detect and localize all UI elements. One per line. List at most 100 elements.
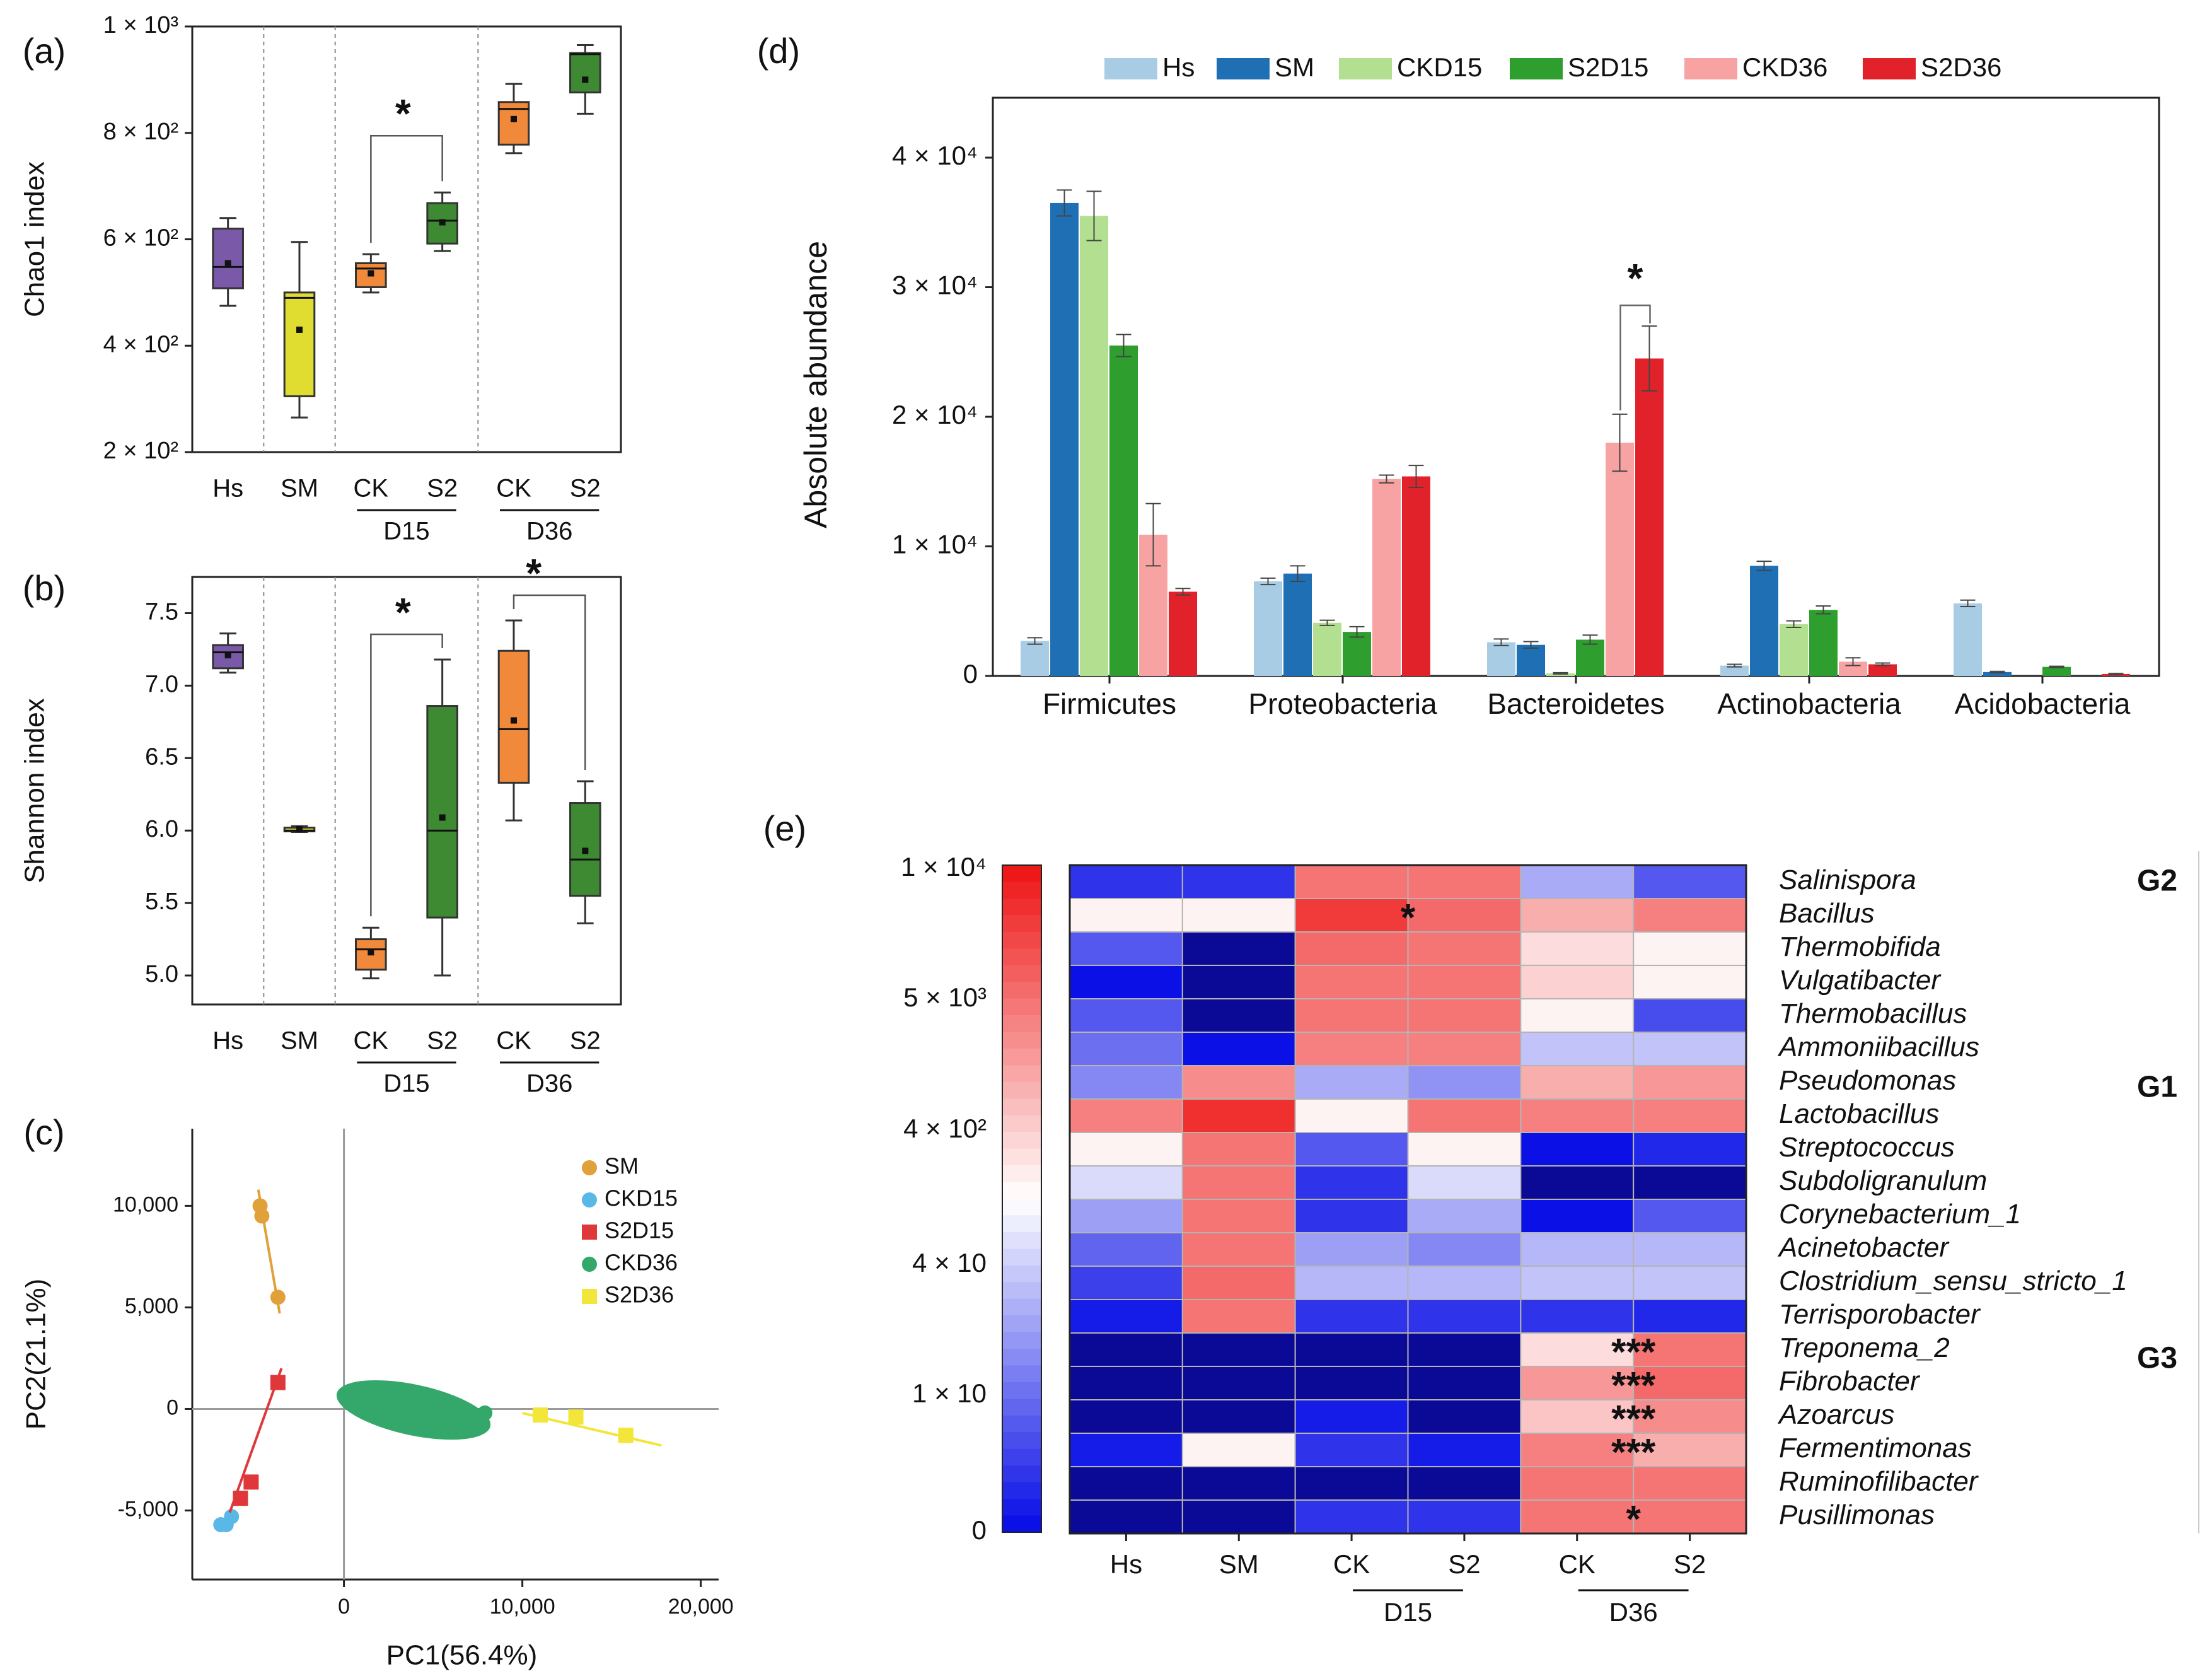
bar-Hs [1720, 665, 1749, 676]
y-tick-label: 0 [963, 659, 978, 689]
x-tick-label: Firmicutes [1043, 687, 1176, 720]
colorbar-step [1002, 1065, 1041, 1083]
data-point [254, 1208, 270, 1224]
bar-Hs [1954, 603, 1982, 676]
colorbar-step [1002, 965, 1041, 983]
legend-marker [582, 1192, 597, 1208]
series-S2D15 [228, 1368, 286, 1513]
bar-CKD15 [1080, 216, 1108, 677]
heatmap-cell [1407, 1132, 1522, 1167]
data-point [568, 1409, 584, 1425]
box-mean-marker [582, 76, 589, 83]
legend-marker [582, 1257, 597, 1272]
heatmap-cell [1294, 1232, 1409, 1267]
row-label: Fibrobacter [1779, 1366, 1921, 1397]
panel-label: (c) [23, 1112, 64, 1152]
row-label: Salinispora [1779, 864, 1916, 895]
heatmap-cell [1069, 1232, 1183, 1267]
group-label: D36 [526, 1070, 572, 1098]
legend-marker [582, 1289, 597, 1304]
colorbar-step [1002, 1081, 1041, 1100]
panel_b-chart: (b) Shannon index 5.0 5.5 6.0 6.5 7.0 7.5 Hs SM CK… [20, 550, 622, 1098]
bar-S2D15 [1109, 345, 1138, 676]
significance-star: * [395, 91, 411, 136]
row-label: Ammoniibacillus [1777, 1032, 1979, 1062]
heatmap-cell [1633, 931, 1747, 966]
heatmap-cell [1407, 1466, 1522, 1501]
series-CKD15 [213, 1509, 240, 1533]
data-point [477, 1405, 493, 1421]
heatmap-cell [1294, 1399, 1409, 1434]
box-mean-marker [296, 825, 303, 832]
x-tick-label: Bacteroidetes [1487, 687, 1664, 720]
heatmap-cell [1633, 965, 1747, 999]
x-tick-label: CK [1559, 1549, 1595, 1579]
cluster-label: G1 [2137, 1071, 2177, 1104]
row-label: Pusillimonas [1779, 1499, 1935, 1530]
colorbar-step [1002, 1515, 1041, 1533]
heatmap-cell [1407, 1032, 1522, 1066]
box-5: S2 [569, 44, 601, 503]
heatmap-cell [1520, 931, 1635, 966]
heatmap-cell [1633, 1466, 1747, 1501]
significance-mark: *** [1611, 1397, 1656, 1440]
x-tick-label: SM [1219, 1549, 1259, 1579]
colorbar-label: 4 × 10² [903, 1114, 987, 1143]
heatmap-cell [1407, 1499, 1522, 1534]
colorbar-step [1002, 1482, 1041, 1500]
data-point [407, 1402, 423, 1418]
colorbar-label: 0 [972, 1515, 987, 1545]
colorbar-step [1002, 1448, 1041, 1467]
heatmap-cell [1294, 1433, 1409, 1467]
bar-CKD36 [1606, 443, 1634, 676]
heatmap-cell [1520, 1199, 1635, 1233]
heatmap-cell [1181, 1332, 1296, 1367]
row-label: Thermobacillus [1779, 998, 1967, 1029]
data-point [213, 1517, 229, 1533]
heatmap-cell [1069, 1098, 1183, 1133]
legend-label: CKD36 [605, 1250, 678, 1276]
box-4: CK [496, 83, 531, 503]
significance-star: * [1628, 255, 1643, 301]
heatmap-cell [1069, 1332, 1183, 1367]
heatmap-cell [1520, 1165, 1635, 1200]
x-tick-label: Hs [212, 475, 243, 503]
cluster-label: G3 [2137, 1342, 2177, 1375]
bar-SM [1283, 573, 1312, 676]
colorbar-step [1002, 865, 1041, 883]
legend-swatch [1217, 58, 1270, 79]
panel_a-chart: (a) Chao1 index 2 × 10² 4 × 10² 6 × 10² 8 × 1… [20, 12, 622, 545]
heatmap-cell [1069, 1299, 1183, 1334]
bar-SM [1517, 644, 1545, 676]
data-point [618, 1428, 634, 1443]
significance-mark: *** [1611, 1364, 1656, 1406]
box-body [569, 52, 601, 94]
heatmap-cell [1069, 965, 1183, 999]
panel-label: (d) [757, 31, 800, 71]
plot-frame [992, 96, 2160, 677]
colorbar-label: 1 × 10⁴ [901, 852, 987, 882]
heatmap-cell [1181, 998, 1296, 1033]
box-body [355, 262, 387, 288]
row-label: Acinetobacter [1777, 1232, 1950, 1263]
heatmap-cell [1407, 864, 1522, 899]
heatmap-cell [1181, 1433, 1296, 1467]
heatmap-cell [1633, 1299, 1747, 1334]
significance-bracket: * [370, 590, 443, 917]
heatmap-cell [1181, 1199, 1296, 1233]
panel_d-chart: (d) Absolute abundance 0 1 × 10⁴ 2 × 10⁴ 3 × … [757, 31, 2160, 720]
panel-label: (b) [23, 568, 66, 608]
box-mean-marker [582, 847, 589, 854]
heatmap-cell [1520, 864, 1635, 899]
box-4: CK [496, 619, 531, 1055]
y-axis-label: Shannon index [20, 698, 50, 883]
box-mean-marker [511, 717, 517, 724]
heatmap-cell [1294, 998, 1409, 1033]
heatmap-cell [1633, 1499, 1747, 1534]
heatmap-cell [1181, 1299, 1296, 1334]
y-tick-label: 5,000 [125, 1294, 178, 1318]
box-1: SM [281, 241, 318, 503]
heatmap-cell [1181, 1032, 1296, 1066]
heatmap-cell [1294, 1299, 1409, 1334]
